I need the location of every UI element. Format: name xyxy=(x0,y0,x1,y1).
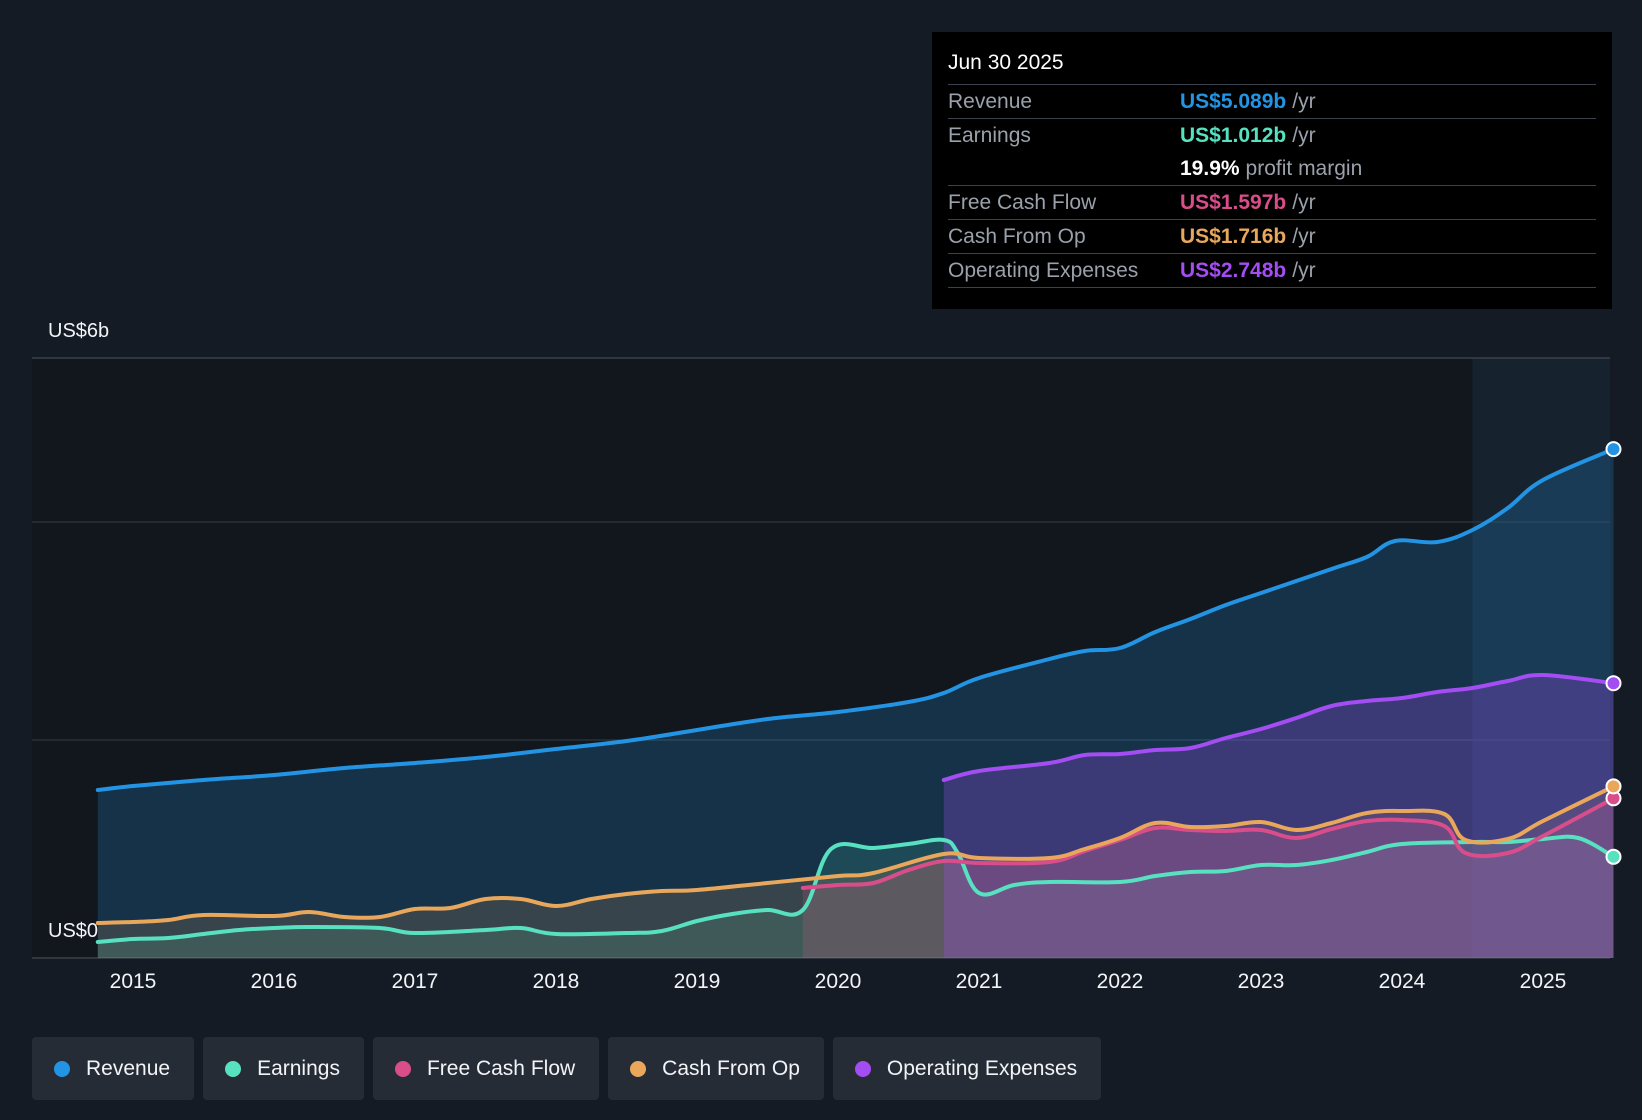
revenue-line xyxy=(95,447,1616,792)
cash-from-op-dot-icon xyxy=(630,1060,647,1077)
tooltip-row-cfo: Cash From Op US$1.716b /yr xyxy=(948,220,1596,254)
y-axis-top-label: US$6b xyxy=(48,320,110,342)
tooltip-value: US$2.748b xyxy=(1180,258,1287,282)
revenue-dot-icon xyxy=(54,1060,70,1077)
x-tick-label: 2017 xyxy=(391,970,439,993)
x-tick-label: 2022 xyxy=(1096,970,1144,993)
fcf-line xyxy=(800,796,1616,890)
tooltip-row-fcf: Free Cash Flow US$1.597b /yr xyxy=(948,186,1596,220)
tooltip-date: Jun 30 2025 xyxy=(948,48,1596,85)
tooltip-label: Earnings xyxy=(948,123,1031,147)
tooltip-row-revenue: Revenue US$5.089b /yr xyxy=(948,85,1596,119)
tooltip-unit: /yr xyxy=(1292,258,1316,282)
legend-item-revenue[interactable]: Revenue xyxy=(32,1037,195,1100)
tooltip-panel: Jun 30 2025 Revenue US$5.089b /yr Earnin… xyxy=(932,32,1612,309)
opex-line xyxy=(941,672,1616,782)
legend-label: Operating Expenses xyxy=(886,1056,1078,1080)
legend: Revenue Earnings Free Cash Flow Cash Fro… xyxy=(32,1037,1102,1100)
profit-margin-value: 19.9% xyxy=(1180,156,1240,180)
cfo-end-point xyxy=(1605,778,1622,795)
tooltip-label: Cash From Op xyxy=(948,224,1086,248)
tooltip-value: US$1.012b xyxy=(1180,123,1287,147)
x-tick-label: 2025 xyxy=(1519,970,1567,993)
cfo-line xyxy=(95,784,1616,925)
tooltip-value: US$1.597b xyxy=(1180,190,1287,214)
free-cash-flow-dot-icon xyxy=(394,1060,411,1077)
earnings-dot-icon xyxy=(225,1060,242,1077)
legend-label: Cash From Op xyxy=(662,1056,800,1080)
earnings-end-point xyxy=(1605,848,1622,865)
tooltip-row-opex: Operating Expenses US$2.748b /yr xyxy=(948,254,1596,288)
x-tick-label: 2020 xyxy=(814,970,862,993)
tooltip-label: Free Cash Flow xyxy=(948,190,1097,214)
tooltip-unit: /yr xyxy=(1292,89,1316,113)
opex-area xyxy=(943,674,1614,958)
tooltip-label: Revenue xyxy=(948,89,1033,113)
legend-label: Revenue xyxy=(86,1056,171,1080)
tooltip-unit: /yr xyxy=(1292,224,1316,248)
fcf-area xyxy=(802,798,1614,958)
legend-item-free-cash-flow[interactable]: Free Cash Flow xyxy=(372,1037,600,1100)
x-tick-label: 2021 xyxy=(955,970,1003,993)
tooltip-label: Operating Expenses xyxy=(948,258,1139,282)
x-tick-label: 2018 xyxy=(532,970,580,993)
x-tick-label: 2015 xyxy=(109,970,157,993)
tooltip-row-earnings: Earnings US$1.012b /yr xyxy=(948,119,1596,152)
legend-label: Free Cash Flow xyxy=(426,1056,576,1080)
revenue-end-point xyxy=(1605,441,1622,458)
tooltip-unit: /yr xyxy=(1292,190,1316,214)
y-axis-bottom-label: US$0 xyxy=(48,920,99,942)
legend-label: Earnings xyxy=(257,1056,340,1080)
profit-margin-text: profit margin xyxy=(1245,156,1363,180)
tooltip-value: US$5.089b xyxy=(1180,89,1287,113)
x-tick-label: 2016 xyxy=(250,970,298,993)
earnings-area xyxy=(97,836,1614,958)
x-tick-label: 2024 xyxy=(1378,970,1426,993)
tooltip-value: US$1.716b xyxy=(1180,224,1287,248)
legend-item-earnings[interactable]: Earnings xyxy=(203,1037,364,1100)
x-tick-label: 2019 xyxy=(673,970,721,993)
operating-expenses-dot-icon xyxy=(854,1060,871,1077)
earnings-line xyxy=(95,834,1616,944)
legend-item-cash-from-op[interactable]: Cash From Op xyxy=(608,1037,824,1100)
tooltip-row-margin: 19.9% profit margin xyxy=(948,152,1596,186)
x-tick-label: 2023 xyxy=(1237,970,1285,993)
opex-end-point xyxy=(1605,675,1622,692)
legend-item-operating-expenses[interactable]: Operating Expenses xyxy=(832,1037,1102,1100)
tooltip-unit: /yr xyxy=(1292,123,1316,147)
